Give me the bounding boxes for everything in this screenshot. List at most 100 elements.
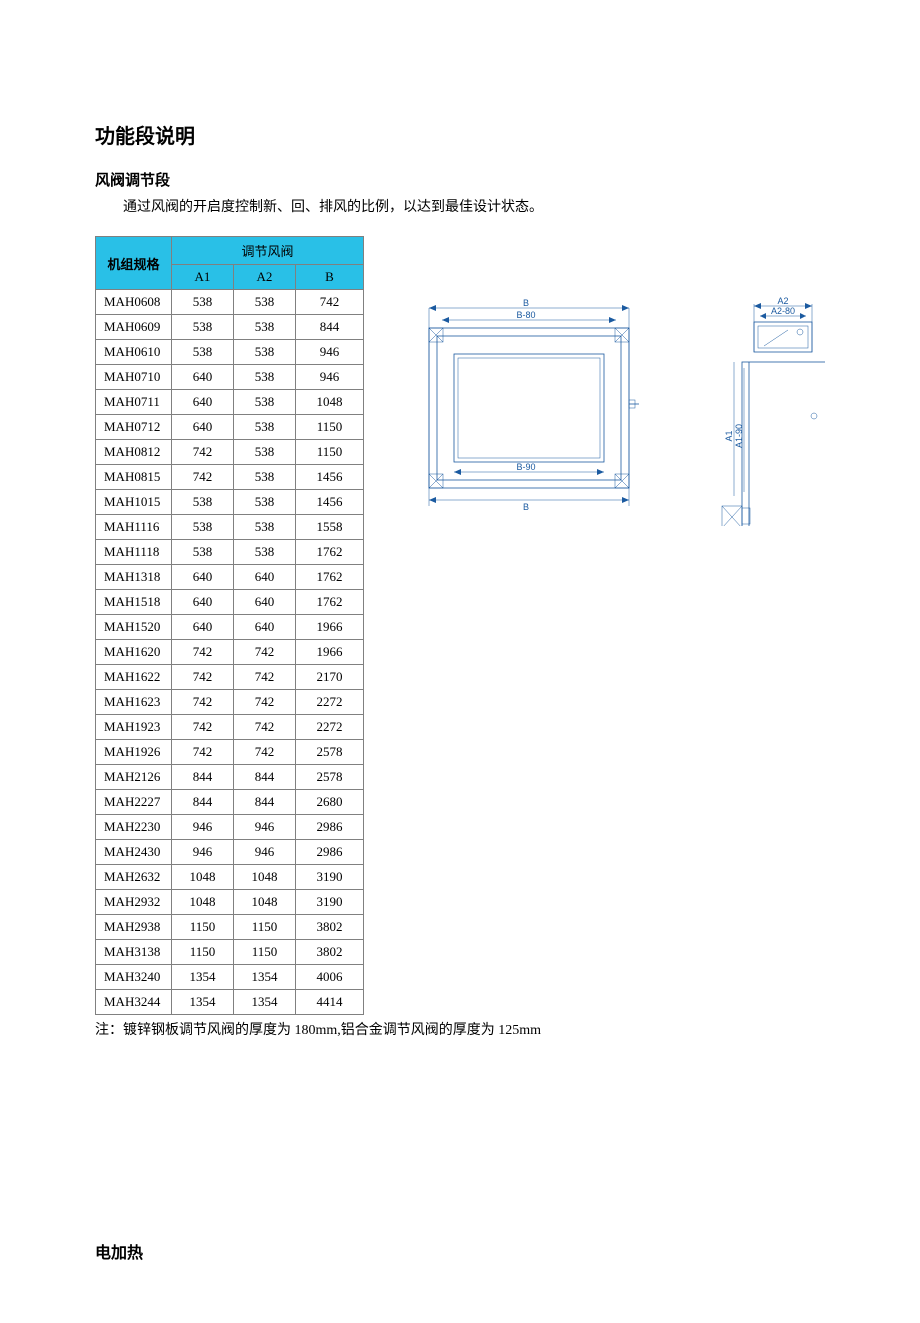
cell-a2: 946 (234, 815, 296, 840)
cell-a1: 742 (172, 690, 234, 715)
cell-b: 3802 (296, 940, 364, 965)
cell-a1: 640 (172, 565, 234, 590)
section-subtitle: 风阀调节段 (95, 169, 825, 190)
cell-a1: 742 (172, 440, 234, 465)
dim-a2: A2 (777, 296, 788, 306)
cell-b: 2272 (296, 690, 364, 715)
cell-model: MAH2430 (96, 840, 172, 865)
cell-model: MAH0609 (96, 315, 172, 340)
table-row: MAH19237427422272 (96, 715, 364, 740)
cell-b: 2272 (296, 715, 364, 740)
cell-model: MAH0710 (96, 365, 172, 390)
cell-b: 946 (296, 340, 364, 365)
cell-b: 844 (296, 315, 364, 340)
cell-model: MAH1620 (96, 640, 172, 665)
cell-a1: 742 (172, 715, 234, 740)
cell-a1: 742 (172, 665, 234, 690)
cell-a1: 1354 (172, 990, 234, 1015)
diagram-side: A2 A2-80 (714, 296, 825, 526)
dim-b-bot: B (523, 502, 529, 512)
table-row: MAH24309469462986 (96, 840, 364, 865)
cell-model: MAH2126 (96, 765, 172, 790)
table-row: MAH22309469462986 (96, 815, 364, 840)
cell-a2: 640 (234, 615, 296, 640)
table-row: MAH2632104810483190 (96, 865, 364, 890)
cell-a1: 1048 (172, 865, 234, 890)
cell-model: MAH0815 (96, 465, 172, 490)
table-wrap: 机组规格 调节风阀 A1 A2 B MAH0608538538742MAH060… (95, 236, 364, 1015)
cell-a2: 1150 (234, 940, 296, 965)
cell-a2: 844 (234, 790, 296, 815)
cell-model: MAH2230 (96, 815, 172, 840)
cell-a1: 538 (172, 540, 234, 565)
cell-a2: 640 (234, 590, 296, 615)
cell-b: 946 (296, 365, 364, 390)
cell-a2: 1048 (234, 890, 296, 915)
dim-b90: B-90 (516, 462, 535, 472)
table-row: MAH0608538538742 (96, 290, 364, 315)
section-body: 通过风阀的开启度控制新、回、排风的比例，以达到最佳设计状态。 (123, 196, 825, 216)
cell-a2: 946 (234, 840, 296, 865)
cell-b: 2986 (296, 815, 364, 840)
cell-a1: 538 (172, 315, 234, 340)
cell-b: 1558 (296, 515, 364, 540)
cell-a1: 742 (172, 740, 234, 765)
cell-model: MAH0608 (96, 290, 172, 315)
page-title: 功能段说明 (95, 120, 825, 149)
cell-a1: 538 (172, 515, 234, 540)
cell-a2: 538 (234, 315, 296, 340)
cell-model: MAH1623 (96, 690, 172, 715)
table-row: MAH3240135413544006 (96, 965, 364, 990)
cell-a2: 742 (234, 690, 296, 715)
cell-a2: 1048 (234, 865, 296, 890)
cell-model: MAH1118 (96, 540, 172, 565)
cell-a1: 640 (172, 590, 234, 615)
section-heat: 电加热 (95, 1239, 825, 1263)
cell-model: MAH1518 (96, 590, 172, 615)
cell-a1: 742 (172, 465, 234, 490)
cell-model: MAH1520 (96, 615, 172, 640)
cell-model: MAH3240 (96, 965, 172, 990)
page: 功能段说明 风阀调节段 通过风阀的开启度控制新、回、排风的比例，以达到最佳设计状… (0, 0, 920, 1323)
table-row: MAH13186406401762 (96, 565, 364, 590)
cell-a1: 640 (172, 615, 234, 640)
table-row: MAH08157425381456 (96, 465, 364, 490)
cell-a2: 538 (234, 365, 296, 390)
cell-b: 2578 (296, 740, 364, 765)
cell-a2: 538 (234, 440, 296, 465)
cell-a2: 538 (234, 340, 296, 365)
th-group: 调节风阀 (172, 237, 364, 265)
cell-a1: 538 (172, 290, 234, 315)
table-row: MAH21268448442578 (96, 765, 364, 790)
table-row: MAH07116405381048 (96, 390, 364, 415)
dim-a280: A2-80 (771, 306, 795, 316)
cell-model: MAH1923 (96, 715, 172, 740)
cell-a1: 640 (172, 390, 234, 415)
cell-a2: 844 (234, 765, 296, 790)
cell-model: MAH0812 (96, 440, 172, 465)
cell-b: 1966 (296, 640, 364, 665)
cell-model: MAH1926 (96, 740, 172, 765)
cell-a2: 640 (234, 565, 296, 590)
table-row: MAH08127425381150 (96, 440, 364, 465)
cell-a2: 1150 (234, 915, 296, 940)
cell-b: 1966 (296, 615, 364, 640)
cell-b: 2578 (296, 765, 364, 790)
cell-a2: 1354 (234, 990, 296, 1015)
cell-a1: 844 (172, 765, 234, 790)
dim-a190: A1-90 (734, 424, 744, 448)
cell-model: MAH1116 (96, 515, 172, 540)
cell-a1: 1150 (172, 915, 234, 940)
table-row: MAH11165385381558 (96, 515, 364, 540)
cell-a1: 640 (172, 365, 234, 390)
cell-a1: 844 (172, 790, 234, 815)
cell-model: MAH1622 (96, 665, 172, 690)
table-row: MAH16227427422170 (96, 665, 364, 690)
dim-a1: A1 (724, 430, 734, 441)
table-row: MAH3244135413544414 (96, 990, 364, 1015)
cell-a1: 742 (172, 640, 234, 665)
cell-a1: 538 (172, 340, 234, 365)
cell-model: MAH3138 (96, 940, 172, 965)
th-a1: A1 (172, 265, 234, 290)
table-row: MAH19267427422578 (96, 740, 364, 765)
